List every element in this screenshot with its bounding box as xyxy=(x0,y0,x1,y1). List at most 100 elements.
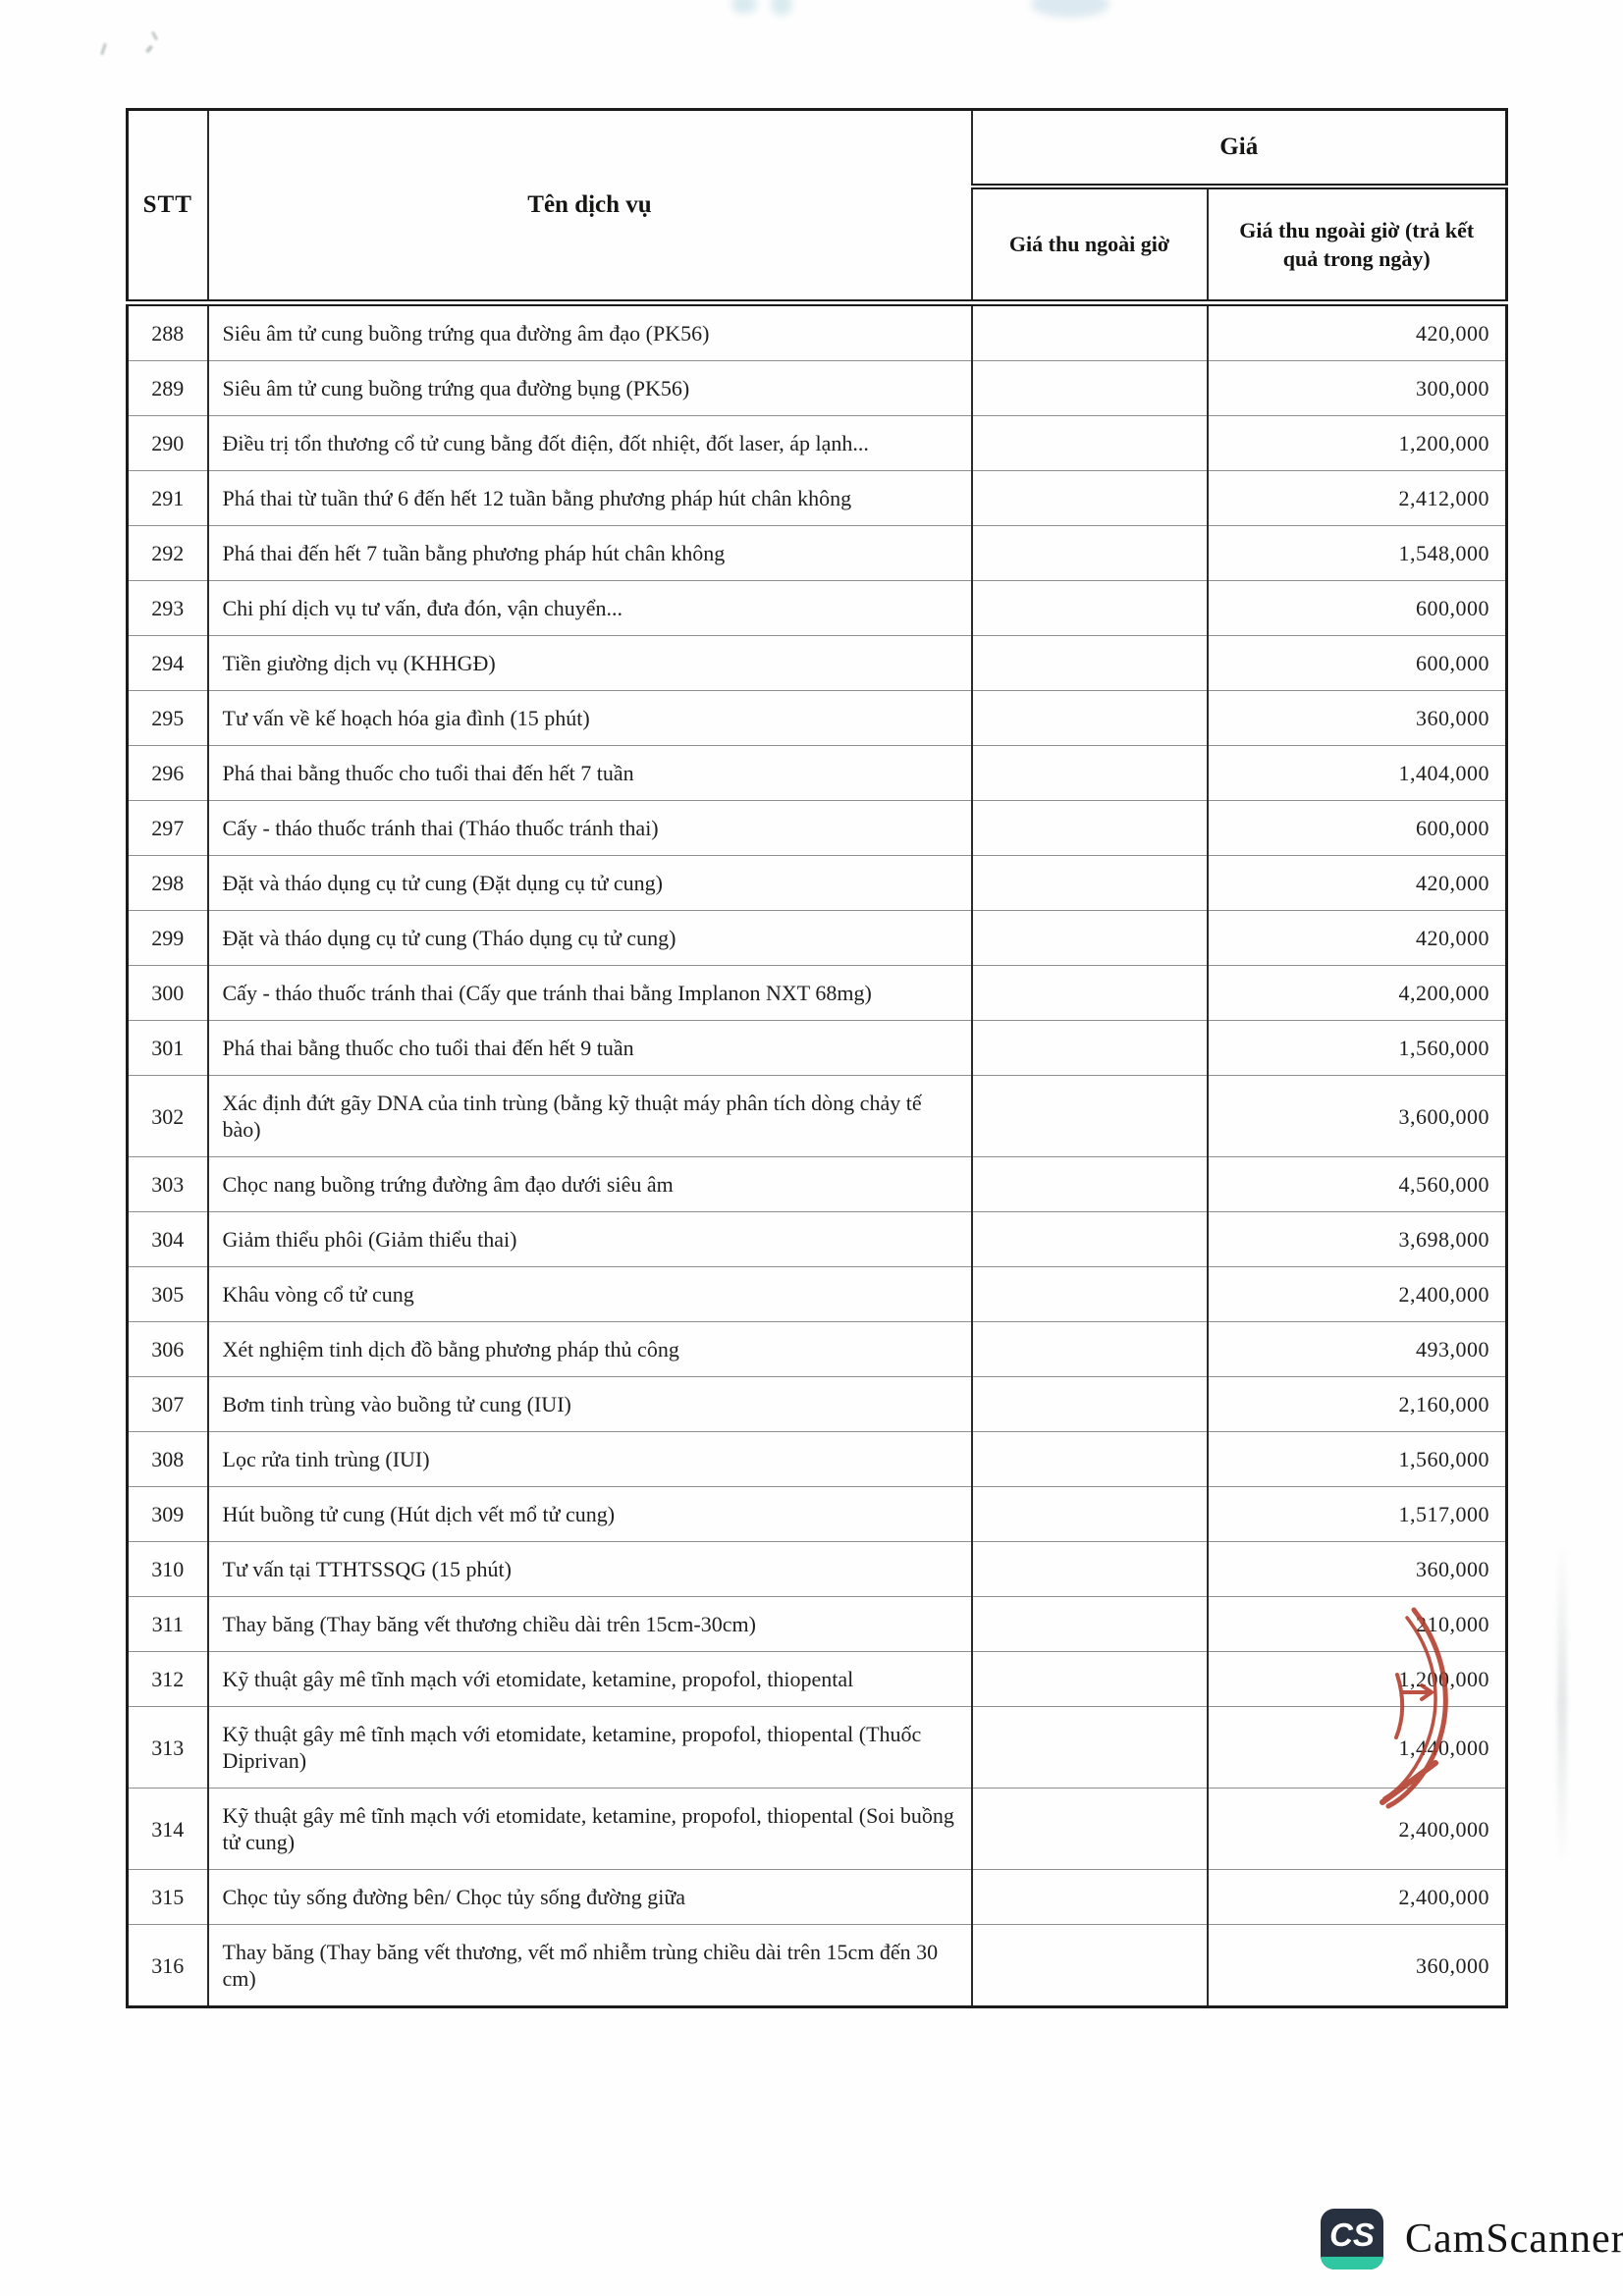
row-price-overtime xyxy=(970,1486,1209,1542)
row-price-sameday: 600,000 xyxy=(1206,800,1508,856)
header-price-overtime-sameday: Giá thu ngoài giờ (trả kết quả trong ngà… xyxy=(1206,187,1508,306)
row-service-name: Lọc rửa tinh trùng (IUI) xyxy=(206,1431,973,1487)
row-stt: 302 xyxy=(126,1075,209,1157)
row-price-sameday: 360,000 xyxy=(1206,690,1508,746)
row-service-name: Tiền giường dịch vụ (KHHGĐ) xyxy=(206,635,973,691)
row-price-overtime xyxy=(970,1788,1209,1870)
row-stt: 291 xyxy=(126,470,209,526)
row-stt: 310 xyxy=(126,1541,209,1597)
table-row: 302 Xác định đứt gãy DNA của tinh trùng … xyxy=(126,1075,1508,1157)
row-stt: 306 xyxy=(126,1321,209,1377)
row-price-overtime xyxy=(970,1541,1209,1597)
row-stt: 295 xyxy=(126,690,209,746)
row-price-sameday: 420,000 xyxy=(1206,855,1508,911)
row-service-name: Phá thai từ tuần thứ 6 đến hết 12 tuần b… xyxy=(206,470,973,526)
row-stt: 316 xyxy=(126,1924,209,2007)
service-price-table: STT Tên dịch vụ Giá Giá thu ngoài giờ Gi… xyxy=(126,108,1508,2008)
row-service-name: Cấy - tháo thuốc tránh thai (Tháo thuốc … xyxy=(206,800,973,856)
scan-streak xyxy=(1557,1541,1567,1865)
row-stt: 303 xyxy=(126,1156,209,1212)
row-price-sameday: 3,698,000 xyxy=(1206,1211,1508,1267)
row-service-name: Thay băng (Thay băng vết thương, vết mổ … xyxy=(206,1924,973,2007)
row-price-overtime xyxy=(970,1156,1209,1212)
row-price-sameday: 210,000 xyxy=(1206,1596,1508,1652)
pencil-speck xyxy=(150,30,159,41)
table-row: 312 Kỹ thuật gây mê tĩnh mạch với etomid… xyxy=(126,1651,1508,1707)
row-price-sameday: 1,440,000 xyxy=(1206,1706,1508,1789)
row-price-sameday: 1,517,000 xyxy=(1206,1486,1508,1542)
row-service-name: Siêu âm tử cung buồng trứng qua đường âm… xyxy=(206,302,973,361)
table-row: 299 Đặt và tháo dụng cụ tử cung (Tháo dụ… xyxy=(126,910,1508,966)
row-price-sameday: 360,000 xyxy=(1206,1924,1508,2007)
table-row: 294 Tiền giường dịch vụ (KHHGĐ) 600,000 xyxy=(126,635,1508,691)
row-stt: 292 xyxy=(126,525,209,581)
row-price-sameday: 3,600,000 xyxy=(1206,1075,1508,1157)
row-price-overtime xyxy=(970,580,1209,636)
table-row: 314 Kỹ thuật gây mê tĩnh mạch với etomid… xyxy=(126,1788,1508,1870)
row-price-sameday: 2,400,000 xyxy=(1206,1869,1508,1925)
header-stt: STT xyxy=(126,109,209,306)
table-row: 292 Phá thai đến hết 7 tuần bằng phương … xyxy=(126,525,1508,581)
row-stt: 315 xyxy=(126,1869,209,1925)
header-service-name: Tên dịch vụ xyxy=(206,109,973,306)
table-row: 301 Phá thai bằng thuốc cho tuổi thai đế… xyxy=(126,1020,1508,1076)
scan-smudge xyxy=(731,0,757,14)
row-price-overtime xyxy=(970,1651,1209,1707)
row-price-overtime xyxy=(970,1266,1209,1322)
row-price-overtime xyxy=(970,690,1209,746)
row-price-sameday: 1,548,000 xyxy=(1206,525,1508,581)
table-row: 296 Phá thai bằng thuốc cho tuổi thai đế… xyxy=(126,745,1508,801)
table-row: 293 Chi phí dịch vụ tư vấn, đưa đón, vận… xyxy=(126,580,1508,636)
row-price-overtime xyxy=(970,910,1209,966)
table-row: 308 Lọc rửa tinh trùng (IUI) 1,560,000 xyxy=(126,1431,1508,1487)
row-price-sameday: 420,000 xyxy=(1206,302,1508,361)
table-row: 288 Siêu âm tử cung buồng trứng qua đườn… xyxy=(126,302,1508,361)
row-stt: 300 xyxy=(126,965,209,1021)
row-service-name: Điều trị tổn thương cổ tử cung bằng đốt … xyxy=(206,415,973,471)
row-price-sameday: 2,400,000 xyxy=(1206,1266,1508,1322)
table-row: 309 Hút buồng tử cung (Hút dịch vết mổ t… xyxy=(126,1486,1508,1542)
row-price-overtime xyxy=(970,360,1209,416)
row-price-sameday: 2,400,000 xyxy=(1206,1788,1508,1870)
table-row: 305 Khâu vòng cổ tử cung 2,400,000 xyxy=(126,1266,1508,1322)
row-stt: 301 xyxy=(126,1020,209,1076)
row-service-name: Hút buồng tử cung (Hút dịch vết mổ tử cu… xyxy=(206,1486,973,1542)
row-stt: 308 xyxy=(126,1431,209,1487)
row-price-sameday: 1,200,000 xyxy=(1206,415,1508,471)
row-service-name: Chọc nang buồng trứng đường âm đạo dưới … xyxy=(206,1156,973,1212)
table-row: 298 Đặt và tháo dụng cụ tử cung (Đặt dụn… xyxy=(126,855,1508,911)
pencil-speck xyxy=(144,44,154,54)
row-price-overtime xyxy=(970,855,1209,911)
row-service-name: Tư vấn tại TTHTSSQG (15 phút) xyxy=(206,1541,973,1597)
table-row: 307 Bơm tinh trùng vào buồng tử cung (IU… xyxy=(126,1376,1508,1432)
row-stt: 313 xyxy=(126,1706,209,1789)
row-price-overtime xyxy=(970,525,1209,581)
scan-smudge xyxy=(1031,0,1109,18)
row-service-name: Giảm thiểu phôi (Giảm thiểu thai) xyxy=(206,1211,973,1267)
row-service-name: Đặt và tháo dụng cụ tử cung (Tháo dụng c… xyxy=(206,910,973,966)
table-row: 313 Kỹ thuật gây mê tĩnh mạch với etomid… xyxy=(126,1706,1508,1789)
row-price-sameday: 1,560,000 xyxy=(1206,1020,1508,1076)
row-price-sameday: 4,200,000 xyxy=(1206,965,1508,1021)
row-service-name: Chọc tủy sống đường bên/ Chọc tủy sống đ… xyxy=(206,1869,973,1925)
row-price-overtime xyxy=(970,745,1209,801)
price-table-container: STT Tên dịch vụ Giá Giá thu ngoài giờ Gi… xyxy=(126,108,1508,2008)
row-service-name: Phá thai bằng thuốc cho tuổi thai đến hế… xyxy=(206,1020,973,1076)
row-stt: 309 xyxy=(126,1486,209,1542)
row-service-name: Kỹ thuật gây mê tĩnh mạch với etomidate,… xyxy=(206,1706,973,1789)
row-stt: 289 xyxy=(126,360,209,416)
table-row: 290 Điều trị tổn thương cổ tử cung bằng … xyxy=(126,415,1508,471)
table-row: 316 Thay băng (Thay băng vết thương, vết… xyxy=(126,1924,1508,2007)
row-stt: 297 xyxy=(126,800,209,856)
row-price-sameday: 1,404,000 xyxy=(1206,745,1508,801)
row-service-name: Phá thai đến hết 7 tuần bằng phương pháp… xyxy=(206,525,973,581)
row-stt: 305 xyxy=(126,1266,209,1322)
row-price-sameday: 1,560,000 xyxy=(1206,1431,1508,1487)
row-price-overtime xyxy=(970,1211,1209,1267)
table-header: STT Tên dịch vụ Giá Giá thu ngoài giờ Gi… xyxy=(126,109,1508,306)
table-row: 311 Thay băng (Thay băng vết thương chiề… xyxy=(126,1596,1508,1652)
row-stt: 296 xyxy=(126,745,209,801)
row-service-name: Xét nghiệm tinh dịch đồ bằng phương pháp… xyxy=(206,1321,973,1377)
row-price-overtime xyxy=(970,470,1209,526)
table-row: 291 Phá thai từ tuần thứ 6 đến hết 12 tu… xyxy=(126,470,1508,526)
